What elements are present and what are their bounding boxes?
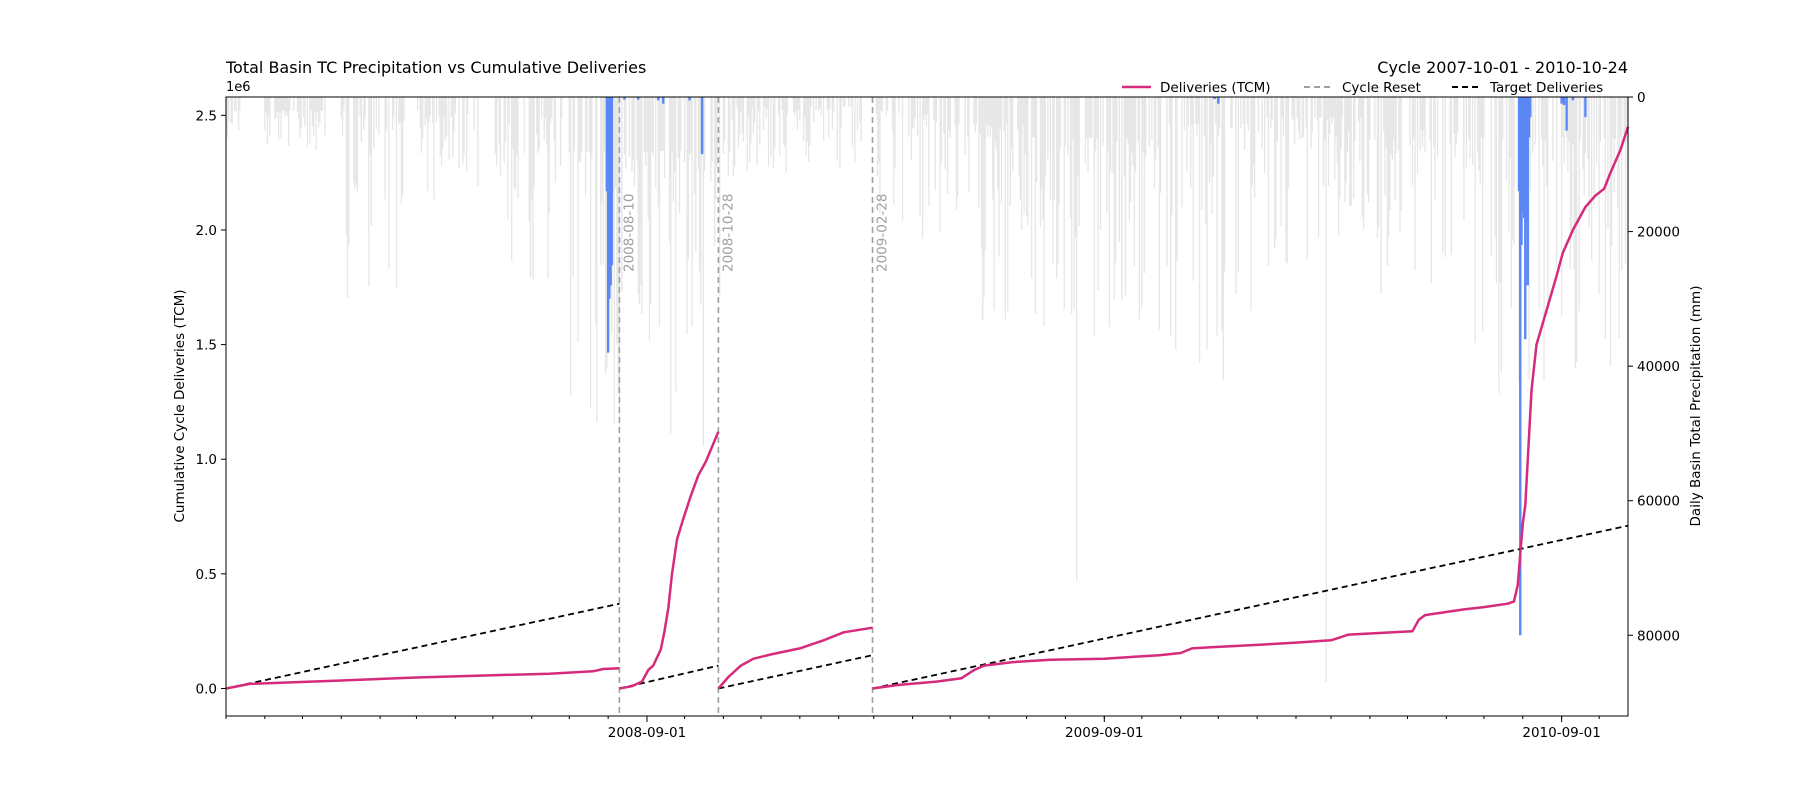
target-deliveries-series <box>225 524 1629 690</box>
deliveries-line <box>225 667 620 690</box>
y-tick-label: 1.0 <box>196 452 217 468</box>
precip-highlight-bar <box>1584 97 1587 118</box>
x-tick-label: 2009-09-01 <box>1065 725 1143 741</box>
target-deliveries-line <box>872 524 1629 690</box>
legend-label-target: Target Deliveries <box>1489 80 1603 96</box>
y2-axis-label: Daily Basin Total Precipitation (mm) <box>1688 286 1704 527</box>
precip-highlight-bar <box>1517 97 1521 192</box>
axes: 0.0 0.5 1.0 1.5 2.0 2.5 0 20000 40000 60000 80000 2… <box>196 90 1680 741</box>
precip-highlight-bar <box>609 97 612 286</box>
precip-highlight-bar <box>1520 97 1523 246</box>
precip-highlight-bar <box>700 97 704 155</box>
x-tick-label: 2008-09-01 <box>608 725 686 741</box>
y-tick-label: 0.5 <box>196 567 217 583</box>
precip-highlight-bar <box>610 97 614 266</box>
precip-highlight-bar <box>1217 97 1220 104</box>
precip-highlight-bar <box>1213 97 1216 100</box>
y-tick-label: 2.0 <box>196 223 217 239</box>
y-tick-label: 1.5 <box>196 338 217 354</box>
y2-tick-label: 60000 <box>1637 494 1680 510</box>
y2-tick-label: 40000 <box>1637 359 1680 375</box>
x-tick-label: 2010-09-01 <box>1522 725 1600 741</box>
cycle-reset-lines: 2008-08-10 2008-10-28 2009-02-28 <box>618 97 890 716</box>
target-deliveries-line <box>619 664 719 690</box>
precip-highlight-bar <box>608 97 611 299</box>
precip-highlight-bar <box>1565 97 1568 131</box>
precip-highlight-bar <box>1571 97 1575 101</box>
cycle-reset-label: 2009-02-28 <box>874 194 890 272</box>
y2-tick-label: 80000 <box>1637 628 1680 644</box>
y-tick-label: 0.0 <box>196 681 217 697</box>
target-deliveries-line <box>718 654 873 690</box>
target-deliveries-line <box>225 602 620 690</box>
y2-tick-label: 20000 <box>1637 225 1680 241</box>
y2-tick-label: 0 <box>1637 90 1646 106</box>
precip-highlight-bar <box>1519 97 1522 636</box>
precip-highlight-bar <box>657 97 660 101</box>
deliveries-series <box>225 126 1630 690</box>
precip-highlight-bar <box>1521 97 1524 212</box>
y-tick-label: 2.5 <box>196 108 217 124</box>
chart-title: Total Basin TC Precipitation vs Cumulati… <box>225 58 646 77</box>
precip-highlight-bar <box>1560 97 1563 104</box>
y-axis-label: Cumulative Cycle Deliveries (TCM) <box>172 289 188 522</box>
cycle-reset-label: 2008-10-28 <box>720 194 736 272</box>
chart-subtitle: Cycle 2007-10-01 - 2010-10-24 <box>1377 58 1628 77</box>
precip-highlight-bar <box>1561 97 1565 101</box>
precip-highlight-bar <box>1562 97 1566 106</box>
precip-highlight-bar <box>1524 97 1527 340</box>
legend-label-deliveries: Deliveries (TCM) <box>1160 80 1271 96</box>
legend: Deliveries (TCM) Cycle Reset Target Deli… <box>1122 80 1603 96</box>
precip-highlight-bar <box>1522 97 1526 219</box>
precip-highlight-bar <box>623 97 626 100</box>
precip-highlight-bar <box>1529 97 1532 118</box>
y-offset-label: 1e6 <box>226 80 251 95</box>
precip-highlight-bar <box>1526 97 1529 286</box>
precip-highlight-bar <box>637 97 640 100</box>
precip-highlight-bar <box>605 97 609 192</box>
precip-highlight-bars <box>605 97 1587 636</box>
deliveries-line <box>717 626 873 690</box>
cycle-reset-label: 2008-08-10 <box>621 194 637 272</box>
precip-highlight-bar <box>606 97 610 353</box>
deliveries-line <box>619 431 720 690</box>
precip-background-bars <box>225 97 1629 683</box>
precip-highlight-bar <box>1525 97 1528 225</box>
legend-label-cycle-reset: Cycle Reset <box>1342 80 1421 96</box>
deliveries-line <box>872 126 1630 690</box>
precip-highlight-bar <box>1527 97 1531 138</box>
plot-frame <box>225 96 1629 717</box>
precip-highlight-bar <box>662 97 665 104</box>
precip-highlight-bar <box>688 97 691 101</box>
